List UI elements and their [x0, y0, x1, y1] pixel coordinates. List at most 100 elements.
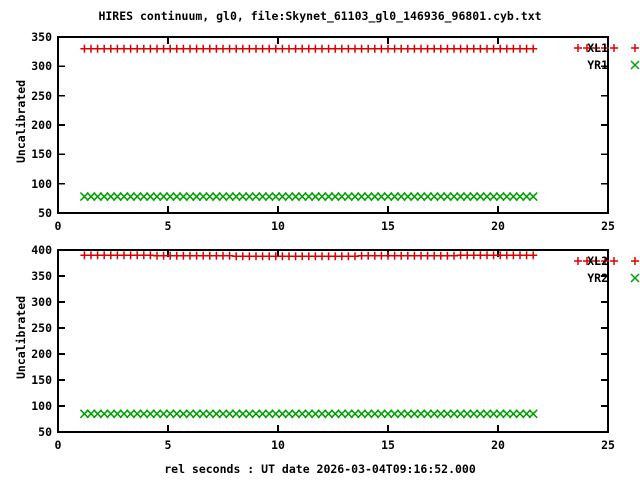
- marker-cross: [244, 192, 254, 202]
- marker-cross: [159, 409, 169, 419]
- ytick-label-bottom-50: 50: [38, 425, 52, 439]
- marker-cross: [238, 192, 248, 202]
- marker-cross: [79, 192, 89, 202]
- marker-cross: [178, 192, 188, 202]
- legend-label-XL2: XL2: [587, 254, 608, 268]
- marker-cross: [145, 192, 155, 202]
- marker-cross: [284, 409, 294, 419]
- marker-cross: [390, 409, 400, 419]
- marker-cross: [383, 192, 393, 202]
- marker-cross: [192, 409, 202, 419]
- marker-cross: [482, 409, 492, 419]
- marker-cross: [277, 409, 287, 419]
- marker-cross: [456, 409, 466, 419]
- marker-cross: [350, 192, 360, 202]
- marker-cross: [324, 192, 334, 202]
- marker-cross: [271, 192, 281, 202]
- marker-cross: [416, 409, 426, 419]
- page-title: HIRES continuum, gl0, file:Skynet_61103_…: [98, 9, 542, 23]
- marker-cross: [508, 409, 518, 419]
- marker-cross: [370, 409, 380, 419]
- marker-cross: [357, 409, 367, 419]
- legend-sample-run-XL1: [610, 44, 618, 52]
- marker-cross: [251, 192, 261, 202]
- marker-cross: [396, 409, 406, 419]
- marker-cross: [86, 409, 96, 419]
- marker-cross: [475, 409, 485, 419]
- ytick-label-bottom-350: 350: [31, 269, 52, 283]
- marker-cross: [350, 409, 360, 419]
- marker-cross: [145, 409, 155, 419]
- ytick-label-top-200: 200: [31, 118, 52, 132]
- marker-cross: [132, 409, 142, 419]
- xtick-label-bottom-15: 15: [381, 438, 395, 452]
- marker-cross: [495, 192, 505, 202]
- marker-cross: [205, 409, 215, 419]
- marker-cross: [258, 192, 268, 202]
- marker-cross: [324, 409, 334, 419]
- legend-label-XL1: XL1: [587, 41, 608, 55]
- ytick-label-top-250: 250: [31, 88, 52, 103]
- marker-cross: [343, 409, 353, 419]
- marker-cross: [277, 192, 287, 202]
- marker-cross: [528, 192, 538, 202]
- marker-cross: [343, 192, 353, 202]
- xlabel: rel seconds : UT date 2026-03-04T09:16:5…: [164, 462, 476, 476]
- ytick-label-top-150: 150: [31, 147, 52, 162]
- marker-cross: [119, 409, 129, 419]
- marker-cross: [185, 192, 195, 202]
- marker-cross: [304, 409, 314, 419]
- marker-cross: [258, 409, 268, 419]
- marker-cross: [442, 192, 452, 202]
- marker-cross: [132, 192, 142, 202]
- marker-cross: [192, 192, 202, 202]
- legend-sample-run-XL2: [583, 257, 591, 265]
- marker-cross: [330, 192, 340, 202]
- marker-cross: [409, 409, 419, 419]
- marker-cross: [106, 409, 116, 419]
- ytick-label-bottom-150: 150: [31, 373, 52, 387]
- ytick-label-top-100: 100: [31, 176, 52, 191]
- marker-cross: [462, 409, 472, 419]
- marker-cross: [376, 409, 386, 419]
- marker-cross: [515, 409, 525, 419]
- legend-sample-run-XL2: [574, 257, 582, 265]
- marker-cross: [482, 192, 492, 202]
- ytick-label-bottom-200: 200: [31, 347, 52, 361]
- marker-cross: [291, 192, 301, 202]
- marker-cross: [456, 192, 466, 202]
- marker-cross: [126, 409, 136, 419]
- ytick-label-top-50: 50: [38, 206, 52, 220]
- marker-cross: [99, 192, 109, 202]
- marker-cross: [178, 409, 188, 419]
- legend-sample-XL1: [631, 44, 639, 52]
- marker-cross: [218, 192, 228, 202]
- marker-cross: [244, 409, 254, 419]
- marker-cross: [112, 409, 122, 419]
- marker-cross: [297, 409, 307, 419]
- legend-sample-run-XL2: [610, 257, 618, 265]
- plot-frame-bottom: [57, 249, 609, 433]
- marker-cross: [112, 192, 122, 202]
- marker-cross: [291, 409, 301, 419]
- marker-cross: [495, 409, 505, 419]
- marker-cross: [442, 409, 452, 419]
- legend-sample-YR1: [630, 60, 640, 70]
- ylabel-bottom: Uncalibrated: [14, 295, 28, 379]
- marker-cross: [165, 409, 175, 419]
- series-YR2: [79, 409, 538, 419]
- marker-cross: [93, 192, 103, 202]
- marker-cross: [449, 409, 459, 419]
- marker-cross: [139, 409, 149, 419]
- marker-cross: [522, 192, 532, 202]
- marker-cross: [337, 192, 347, 202]
- marker-cross: [522, 409, 532, 419]
- marker-cross: [502, 409, 512, 419]
- marker-cross: [489, 409, 499, 419]
- marker-cross: [363, 409, 373, 419]
- marker-cross: [271, 409, 281, 419]
- marker-cross: [475, 192, 485, 202]
- marker-cross: [284, 192, 294, 202]
- marker-cross: [159, 192, 169, 202]
